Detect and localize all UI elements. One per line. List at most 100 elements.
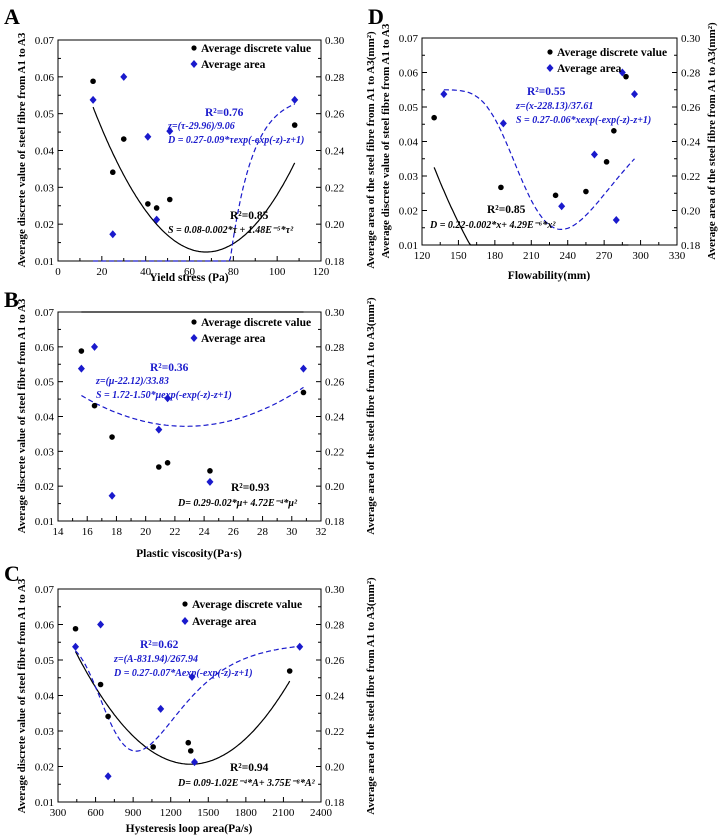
data-point-discrete [97, 681, 104, 688]
fit-equation-blue-z: z=(τ-29.96)/9.06 [167, 121, 235, 132]
x-tick-label: 28 [257, 526, 269, 538]
y-axis-label-left: Average discrete value of steel fibre fr… [16, 32, 28, 267]
x-tick-label: 180 [487, 250, 504, 262]
panel-a: A 0 20 40 60 80 100 120 0.01 0.02 0.03 0.04 0.05 0.0… [4, 4, 377, 284]
data-point-area [144, 132, 152, 141]
y-axis-label-right: Average area of the steel fibre from A1 … [706, 22, 718, 260]
y-right-tick-label: 0.28 [681, 68, 701, 80]
panel-letter: A [4, 4, 20, 29]
y-left-tick-label: 0.04 [35, 146, 55, 158]
x-tick-label: 30 [286, 526, 298, 538]
y-right-tick-label: 0.26 [325, 109, 345, 121]
data-point-area [440, 90, 448, 99]
y-right-tick-label: 0.26 [325, 377, 345, 389]
fit-curve-area [93, 103, 295, 262]
data-point-area [191, 758, 199, 767]
legend-marker-blue-diamond [190, 334, 198, 342]
y-axis-label-left: Average discrete value of steel fibre fr… [380, 23, 392, 258]
data-point-discrete [109, 169, 116, 176]
y-left-tick-label: 0.06 [35, 342, 55, 354]
y-left-tick-label: 0.03 [35, 182, 55, 194]
y-right-tick-label: 0.26 [325, 655, 345, 667]
y-axis-label-right: Average area of the steel fibre from A1 … [365, 577, 377, 815]
y-left-tick-label: 0.05 [35, 377, 55, 389]
panel-letter: C [4, 561, 20, 586]
point-layer [431, 68, 638, 224]
y-right-tick-label: 0.22 [681, 171, 700, 183]
data-point-area [91, 342, 99, 351]
legend-label-discrete: Average discrete value [201, 317, 311, 329]
tick-layer: 0 20 40 60 80 100 120 0.01 0.02 0.03 0.04 0.05 0.06 0… [35, 35, 345, 278]
legend-marker-black-circle [191, 319, 197, 325]
y-axis-label-right: Average area of the steel fibre from A1 … [365, 31, 377, 269]
y-left-tick-label: 0.04 [35, 691, 55, 703]
data-point-area [104, 772, 112, 781]
x-tick-label: 26 [228, 526, 240, 538]
point-layer [77, 342, 307, 500]
x-tick-label: 330 [669, 250, 686, 262]
data-point-discrete [78, 348, 85, 354]
x-tick-label: 270 [596, 250, 613, 262]
fit-equation-blue-z: z=(μ-22.12)/33.83 [95, 376, 169, 387]
x-tick-label: 150 [450, 250, 467, 262]
legend-marker-blue-diamond [190, 60, 198, 68]
data-point-area [72, 642, 80, 651]
data-point-discrete [156, 464, 162, 470]
y-right-tick-label: 0.26 [681, 102, 701, 114]
data-point-discrete [72, 625, 79, 632]
x-tick-label: 300 [632, 250, 649, 262]
data-point-discrete [603, 159, 610, 165]
legend-marker-black-circle [191, 45, 197, 51]
x-tick-label: 14 [53, 526, 65, 538]
data-point-area [77, 364, 85, 373]
data-point-area [618, 68, 626, 77]
panel-letter: D [368, 4, 384, 29]
x-tick-label: 24 [199, 526, 211, 538]
data-point-area [157, 704, 165, 713]
y-left-tick-label: 0.02 [35, 219, 54, 231]
y-right-tick-label: 0.18 [681, 240, 701, 252]
panel-b: B 14 16 18 20 22 24 26 28 30 32 0.01 0.02 0.03 0.04 0.… [4, 287, 377, 560]
legend-label-area: Average area [201, 59, 266, 71]
x-tick-label: 1500 [197, 807, 220, 819]
fit-curve-discrete [74, 651, 291, 765]
y-right-tick-label: 0.20 [325, 219, 345, 231]
fit-equation-black: D= 0.09-1.02E⁻⁴*A+ 3.75E⁻⁸*A² [177, 778, 316, 789]
y-left-tick-label: 0.03 [35, 446, 55, 458]
plot-frame [57, 311, 322, 522]
data-point-discrete [498, 184, 504, 191]
data-point-area [89, 95, 97, 104]
tick-layer: 14 16 18 20 22 24 26 28 30 32 0.01 0.02 0.03 0.04 0.05… [35, 307, 345, 538]
r2-black-label: R²=0.85 [230, 210, 269, 222]
x-tick-label: 80 [228, 266, 240, 278]
fit-equation-black: D = 0.22-0.002*x+ 4.29E⁻⁶*x² [429, 220, 556, 231]
y-axis-label-left: Average discrete value of steel fibre fr… [16, 578, 28, 813]
y-left-tick-label: 0.06 [35, 620, 55, 632]
y-right-tick-label: 0.30 [325, 584, 345, 596]
data-point-discrete [164, 460, 171, 466]
y-left-tick-label: 0.05 [399, 102, 419, 114]
y-right-tick-label: 0.30 [681, 33, 701, 45]
y-axis-label-left: Average discrete value of steel fibre fr… [16, 298, 28, 533]
y-left-tick-label: 0.04 [399, 137, 419, 149]
x-tick-label: 22 [169, 526, 180, 538]
y-left-tick-label: 0.07 [399, 33, 419, 45]
y-right-tick-label: 0.18 [325, 797, 345, 809]
x-tick-label: 210 [523, 250, 540, 262]
x-axis-label: Plastic viscosity(Pa·s) [136, 548, 242, 560]
x-tick-label: 120 [313, 266, 330, 278]
data-point-area [155, 425, 163, 434]
x-tick-label: 20 [140, 526, 152, 538]
y-right-tick-label: 0.22 [325, 182, 344, 194]
y-left-tick-label: 0.04 [35, 412, 55, 424]
panel-c: C 300 600 900 1200 1500 1800 2100 2400 0.01 0.02 0… [4, 561, 377, 835]
data-point-discrete [153, 205, 160, 211]
legend-marker-black-circle [547, 49, 553, 55]
legend: Average discrete value Average area [190, 317, 311, 345]
y-left-tick-label: 0.02 [399, 206, 418, 218]
y-left-tick-label: 0.07 [35, 307, 55, 319]
data-point-discrete [120, 136, 127, 142]
x-tick-label: 300 [50, 807, 67, 819]
fit-equation-blue-z: z=(x-228.13)/37.61 [515, 101, 593, 112]
